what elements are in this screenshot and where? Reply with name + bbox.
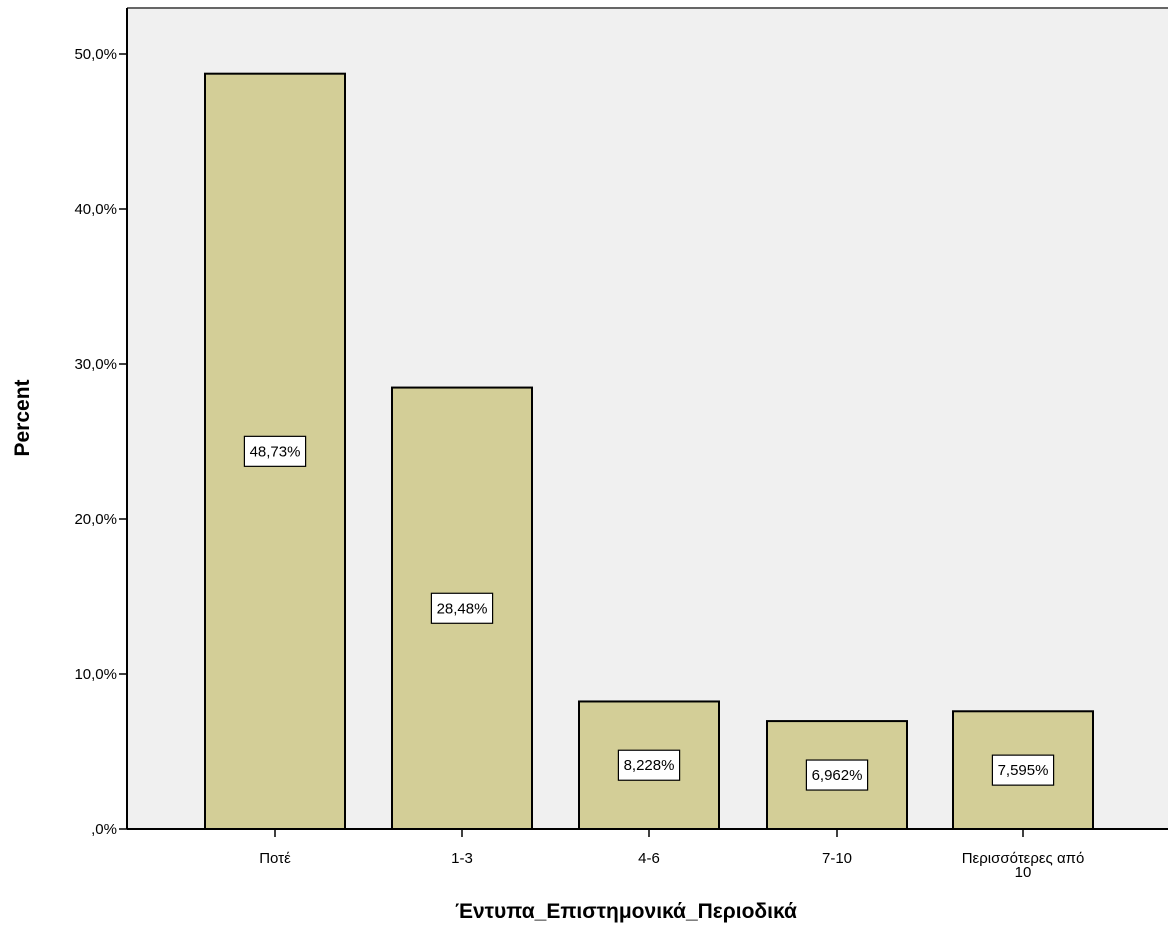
x-tick-label: 7-10 <box>822 850 852 867</box>
x-tick-label: 4-6 <box>638 850 660 867</box>
y-tick-label: 30,0% <box>74 356 117 373</box>
y-ticks-group: ,0% 10,0% 20,0% 30,0% 40,0% 50,0% <box>74 46 127 838</box>
x-tick-label: Ποτέ <box>259 850 291 867</box>
data-label: 8,228% <box>624 757 675 774</box>
data-label: 28,48% <box>437 600 488 617</box>
x-ticks-group: Ποτέ 1-3 4-6 7-10 Περισσότερες από 10 <box>259 829 1084 881</box>
x-tick-label: Περισσότερες από 10 <box>962 850 1085 881</box>
y-tick-label: ,0% <box>91 821 117 838</box>
data-label-box <box>991 754 1055 786</box>
data-label-box <box>430 592 494 624</box>
data-label-box <box>805 759 869 791</box>
y-tick-label: 10,0% <box>74 666 117 683</box>
data-label-box <box>243 435 307 467</box>
y-tick-label: 50,0% <box>74 46 117 63</box>
x-axis-title: Έντυπα_Επιστημονικά_Περιοδικά <box>455 900 797 923</box>
y-axis-title: Percent <box>11 379 34 456</box>
data-label-box <box>617 749 681 781</box>
data-label: 6,962% <box>812 767 863 784</box>
y-tick-label: 40,0% <box>74 201 117 218</box>
data-label: 48,73% <box>250 443 301 460</box>
data-label: 7,595% <box>998 762 1049 779</box>
y-tick-label: 20,0% <box>74 511 117 528</box>
x-tick-label: 1-3 <box>451 850 473 867</box>
bars-group: 48,73% 28,48% 8,228% 6,962% 7,595% <box>204 72 1094 831</box>
